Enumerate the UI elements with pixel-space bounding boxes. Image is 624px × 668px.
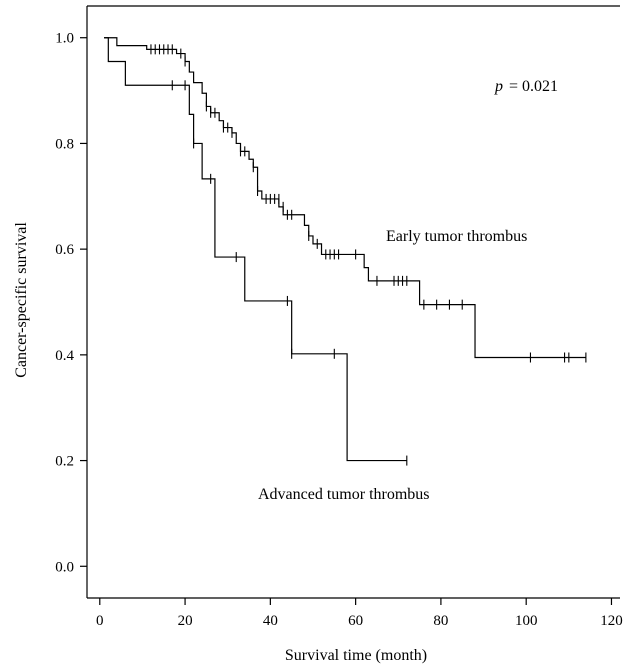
y-tick-label: 0.2 <box>55 454 74 470</box>
plot-frame <box>86 5 620 599</box>
x-tick-label: 80 <box>433 613 448 629</box>
y-tick-label: 0.0 <box>55 559 74 575</box>
y-tick-label: 0.6 <box>55 242 74 258</box>
x-tick-label: 100 <box>515 613 538 629</box>
series-label-advanced: Advanced tumor thrombus <box>258 486 430 503</box>
y-tick-label: 0.8 <box>55 136 74 152</box>
series-label-early: Early tumor thrombus <box>386 228 527 245</box>
x-axis-title: Survival time (month) <box>285 647 427 664</box>
x-tick-label: 120 <box>600 613 623 629</box>
x-tick-label: 20 <box>178 613 193 629</box>
x-tick-label: 60 <box>348 613 363 629</box>
x-tick-label: 40 <box>263 613 278 629</box>
survival-curve-advanced <box>104 37 407 462</box>
p-value-annotation: p = 0.021 <box>494 78 558 95</box>
p-value: = 0.021 <box>509 78 558 95</box>
survival-curves <box>104 37 587 466</box>
y-tick-label: 0.4 <box>55 348 74 364</box>
x-tick-label: 0 <box>96 613 104 629</box>
p-symbol: p <box>494 78 503 95</box>
y-axis: 0.0 0.2 0.4 0.6 0.8 1.0 <box>55 31 87 575</box>
x-axis: 0 20 40 60 80 100 120 <box>96 598 623 629</box>
y-axis-title: Cancer-specific survival <box>13 222 30 378</box>
y-tick-label: 1.0 <box>55 31 74 47</box>
